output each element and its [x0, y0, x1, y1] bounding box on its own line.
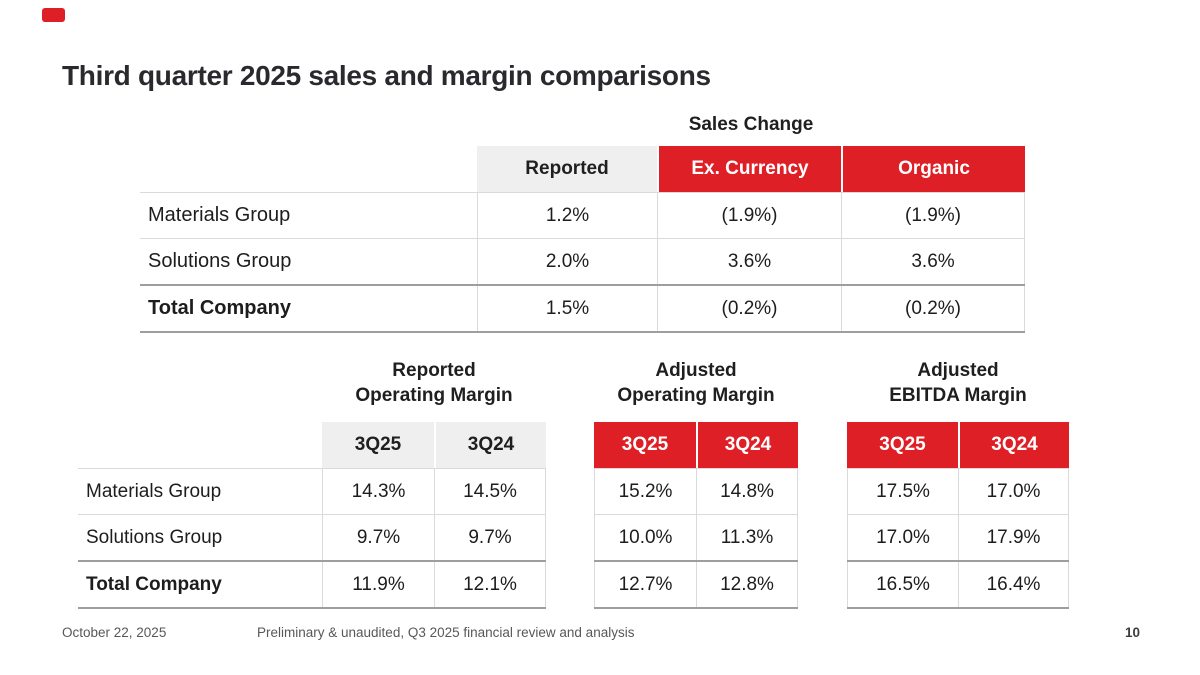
value-cell: 14.5%: [434, 469, 546, 514]
column-header-ex-currency: Ex. Currency: [657, 146, 841, 192]
value-cell: 12.7%: [594, 562, 696, 607]
value-cell: (0.2%): [657, 286, 841, 331]
table-row: Solutions Group 2.0% 3.6% 3.6%: [140, 239, 1025, 284]
table-row: 10.0% 11.3%: [594, 515, 798, 560]
adjusted-operating-margin-table: Adjusted Operating Margin 3Q25 3Q24 15.2…: [594, 358, 798, 609]
table-row: 17.0% 17.9%: [847, 515, 1069, 560]
table-title-line: Operating Margin: [355, 385, 513, 406]
table-row: 17.5% 17.0%: [847, 468, 1069, 515]
footer-date: October 22, 2025: [62, 625, 167, 640]
value-cell: 2.0%: [477, 239, 657, 284]
red-accent-logo-mark: [42, 8, 65, 22]
sales-change-table: Sales Change Reported Ex. Currency Organ…: [140, 112, 1025, 333]
value-cell: 12.8%: [696, 562, 798, 607]
column-header-3q25: 3Q25: [594, 422, 696, 468]
value-cell: 1.2%: [477, 193, 657, 238]
table-title-line: Adjusted: [917, 360, 999, 381]
value-cell: 12.1%: [434, 562, 546, 607]
value-cell: 16.5%: [847, 562, 958, 607]
value-cell: 3.6%: [841, 239, 1025, 284]
slide-title: Third quarter 2025 sales and margin comp…: [62, 60, 711, 91]
value-cell: 16.4%: [958, 562, 1069, 607]
table-title-line: Reported: [392, 360, 476, 381]
value-cell: 17.0%: [958, 469, 1069, 514]
value-cell: (1.9%): [657, 193, 841, 238]
table-row-total: 16.5% 16.4%: [847, 560, 1069, 609]
row-label: Total Company: [148, 297, 291, 319]
column-header-3q24: 3Q24: [696, 422, 798, 468]
table-row: 15.2% 14.8%: [594, 468, 798, 515]
column-header-reported: Reported: [477, 146, 657, 192]
value-cell: 17.9%: [958, 515, 1069, 560]
table-title-line: Adjusted: [655, 360, 737, 381]
value-cell: (1.9%): [841, 193, 1025, 238]
row-label: Solutions Group: [86, 526, 223, 548]
value-cell: 3.6%: [657, 239, 841, 284]
value-cell: 1.5%: [477, 286, 657, 331]
value-cell: 14.3%: [322, 469, 434, 514]
value-cell: 15.2%: [594, 469, 696, 514]
table-row-total: 12.7% 12.8%: [594, 560, 798, 609]
column-header-3q25: 3Q25: [322, 422, 434, 468]
value-cell: 17.5%: [847, 469, 958, 514]
row-label: Materials Group: [148, 204, 291, 226]
column-header-3q24: 3Q24: [958, 422, 1069, 468]
value-cell: 9.7%: [322, 515, 434, 560]
value-cell: 11.3%: [696, 515, 798, 560]
row-label: Materials Group: [86, 480, 222, 502]
footer-disclaimer: Preliminary & unaudited, Q3 2025 financi…: [257, 625, 635, 640]
corner-cell: [78, 422, 322, 468]
sales-header-row: Reported Ex. Currency Organic: [140, 146, 1025, 192]
margin-header-row: 3Q25 3Q24: [594, 422, 798, 468]
table-row-total: Total Company 11.9% 12.1%: [78, 560, 546, 609]
reported-operating-margin-table: Reported Operating Margin 3Q25 3Q24 Mate…: [78, 358, 546, 609]
adjusted-ebitda-margin-table: Adjusted EBITDA Margin 3Q25 3Q24 17.5% 1…: [847, 358, 1069, 609]
margin-header-row: 3Q25 3Q24: [78, 422, 546, 468]
table-row: Materials Group 14.3% 14.5%: [78, 468, 546, 515]
table-title-line: Operating Margin: [617, 385, 775, 406]
value-cell: 9.7%: [434, 515, 546, 560]
value-cell: 17.0%: [847, 515, 958, 560]
table-row: Solutions Group 9.7% 9.7%: [78, 515, 546, 560]
margin-header-row: 3Q25 3Q24: [847, 422, 1069, 468]
value-cell: 11.9%: [322, 562, 434, 607]
column-header-organic: Organic: [841, 146, 1025, 192]
corner-cell: [140, 146, 477, 192]
table-row: Materials Group 1.2% (1.9%) (1.9%): [140, 192, 1025, 239]
column-header-3q25: 3Q25: [847, 422, 958, 468]
sales-change-caption: Sales Change: [688, 114, 814, 135]
column-header-3q24: 3Q24: [434, 422, 546, 468]
value-cell: 10.0%: [594, 515, 696, 560]
value-cell: (0.2%): [841, 286, 1025, 331]
table-row-total: Total Company 1.5% (0.2%) (0.2%): [140, 284, 1025, 333]
row-label: Solutions Group: [148, 250, 292, 272]
value-cell: 14.8%: [696, 469, 798, 514]
row-label: Total Company: [86, 573, 222, 595]
page-number: 10: [1124, 625, 1140, 640]
table-title-line: EBITDA Margin: [889, 385, 1027, 406]
